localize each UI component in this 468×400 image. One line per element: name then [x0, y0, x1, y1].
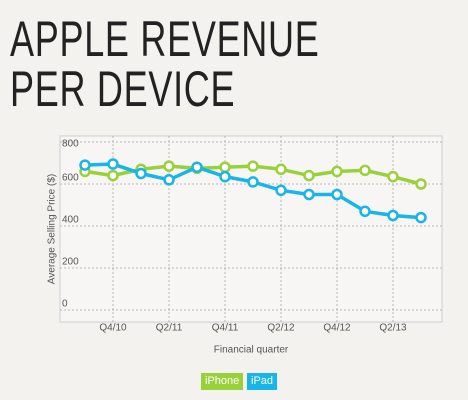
data-point [415, 178, 427, 190]
data-point [247, 176, 259, 188]
data-point [219, 161, 231, 173]
data-point [331, 188, 343, 201]
data-point [359, 205, 371, 218]
data-point [303, 188, 315, 201]
y-tick-label: 200 [62, 257, 79, 268]
data-point [191, 161, 203, 173]
y-axis-label: Average Selling Price ($) [47, 174, 58, 284]
data-point [387, 209, 399, 222]
y-tick-label: 400 [62, 215, 79, 226]
x-tick-label: Q4/10 [99, 323, 127, 334]
x-tick-label: Q4/12 [323, 323, 351, 334]
data-point [107, 158, 119, 170]
x-axis-label: Financial quarter [214, 345, 289, 356]
x-tick-label: Q4/11 [212, 323, 239, 334]
data-point [79, 159, 91, 171]
data-point [415, 211, 427, 224]
x-tick-label: Q2/11 [156, 323, 183, 334]
data-point [219, 170, 231, 183]
chart-title: APPLE REVENUE PER DEVICE [10, 11, 320, 117]
y-tick-label: 800 [62, 139, 79, 150]
data-point [275, 163, 287, 176]
data-point [275, 184, 287, 197]
legend-item[interactable]: iPad [247, 373, 278, 390]
data-point [331, 165, 343, 178]
data-point [387, 170, 399, 183]
y-tick-label: 0 [62, 299, 68, 310]
data-point [247, 160, 259, 172]
data-point [163, 174, 175, 186]
data-point [359, 164, 371, 177]
data-point [303, 169, 315, 182]
data-point [163, 160, 175, 172]
data-point [107, 169, 119, 182]
data-point [135, 167, 147, 180]
x-tick-label: Q2/13 [379, 323, 407, 334]
y-tick-label: 600 [62, 173, 79, 184]
legend-item[interactable]: iPhone [201, 373, 244, 390]
x-tick-label: Q2/12 [267, 323, 295, 334]
